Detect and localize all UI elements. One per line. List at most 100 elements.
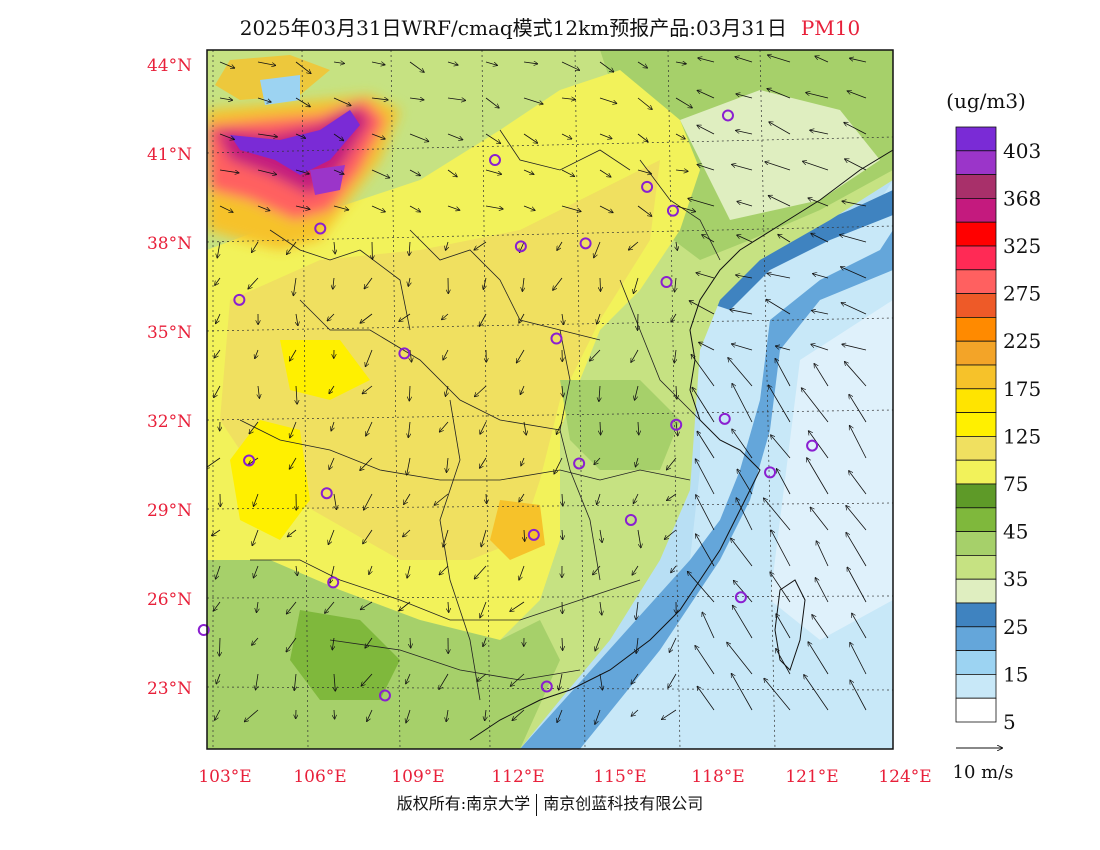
colorbar-swatch <box>955 340 997 366</box>
wind-arrow <box>406 673 411 684</box>
wind-arrow <box>363 385 373 394</box>
colorbar-swatch <box>955 126 997 152</box>
wind-arrow <box>214 349 221 358</box>
wind-arrow <box>691 355 715 387</box>
wind-arrow <box>333 277 334 289</box>
wind-arrow <box>594 241 601 258</box>
lat-label: 29°N <box>147 501 192 521</box>
lon-label: 115°E <box>593 767 646 787</box>
wind-arrow <box>736 94 753 99</box>
colorbar-label: 125 <box>1003 424 1041 448</box>
wind-arrow <box>252 637 259 645</box>
wind-arrow <box>485 97 499 108</box>
wind-arrow <box>409 61 424 72</box>
wind-arrow <box>245 709 259 722</box>
wind-arrow <box>732 165 753 171</box>
wind-arrow <box>252 241 259 252</box>
wind-arrow <box>775 359 791 387</box>
wind-arrow <box>815 578 829 603</box>
wind-arrow <box>637 97 652 109</box>
wind-arrow <box>599 133 612 139</box>
wind-arrow <box>736 275 753 279</box>
copyright-footer: 版权所有:南京大学 南京创蓝科技有限公司 <box>0 790 1100 816</box>
city-marker <box>550 332 563 345</box>
city-marker <box>806 439 819 452</box>
wind-arrow <box>409 169 420 176</box>
wind-arrow <box>849 395 867 423</box>
wind-arrow <box>634 277 639 293</box>
wind-arrow <box>252 529 259 545</box>
wind-arrow <box>561 98 575 100</box>
colorbar-swatch <box>955 221 997 247</box>
wind-arrow <box>520 385 525 394</box>
city-marker <box>527 528 540 541</box>
wind-arrow <box>215 709 221 720</box>
wind-arrow <box>296 565 297 575</box>
wind-arrow <box>257 61 275 65</box>
colorbar-swatch <box>955 245 997 271</box>
lon-label: 121°E <box>785 767 838 787</box>
colorbar-swatch <box>955 197 997 223</box>
wind-arrow <box>332 637 334 650</box>
wind-arrow <box>360 313 373 323</box>
wind-arrow <box>290 349 297 361</box>
city-marker <box>540 680 553 693</box>
colorbar-swatch <box>955 412 997 437</box>
wind-arrow <box>595 637 601 651</box>
wind-arrow <box>600 529 602 542</box>
wind-arrow <box>702 235 715 243</box>
wind-arrow <box>256 673 258 690</box>
colorbar-label: 5 <box>1003 710 1016 734</box>
wind-arrow <box>808 642 829 675</box>
colorbar-swatch <box>955 602 997 628</box>
city-marker <box>734 591 747 604</box>
wind-arrow <box>257 133 277 137</box>
wind-arrow <box>329 385 335 393</box>
wind-arrow <box>675 97 692 108</box>
wind-arrow <box>561 205 581 211</box>
wind-arrow <box>446 385 449 396</box>
wind-arrow <box>366 421 373 436</box>
wind-arrow <box>296 385 297 404</box>
wind-arrow <box>599 385 600 401</box>
colorbar-swatch <box>955 578 997 604</box>
wind-arrow <box>696 459 715 495</box>
wind-arrow <box>599 205 613 213</box>
wind-arrow <box>257 97 271 102</box>
wind-arrow <box>255 349 258 358</box>
wind-arrow <box>699 342 715 351</box>
wind-arrow <box>447 133 463 140</box>
title-main: 2025年03月31日WRF/cmaq模式12km预报产品:03月31日 <box>239 16 787 40</box>
wind-arrow <box>219 98 232 100</box>
wind-arrow <box>258 385 259 398</box>
wind-arrow <box>371 169 389 178</box>
wind-arrow <box>257 169 276 175</box>
wind-arrow <box>364 493 373 510</box>
wind-arrow <box>590 349 601 361</box>
wind-arrow <box>638 313 639 330</box>
wind-arrow <box>667 493 677 500</box>
wind-arrow <box>671 313 677 322</box>
wind-arrow <box>597 313 601 324</box>
city-marker <box>579 237 592 250</box>
wind-arrow <box>371 133 385 139</box>
wind-arrow <box>841 267 867 279</box>
wind-vectors <box>207 55 867 724</box>
wind-arrow <box>562 637 563 650</box>
wind-arrow <box>562 313 564 324</box>
wind-arrow <box>768 55 791 63</box>
wind-arrow <box>442 313 449 320</box>
wind-arrow <box>408 421 410 437</box>
city-marker <box>378 689 391 702</box>
wind-arrow <box>360 457 373 470</box>
wind-arrow <box>697 165 715 171</box>
footer-separator <box>536 793 538 816</box>
graticule <box>206 49 894 750</box>
wind-arrow <box>767 89 791 99</box>
wind-arrow <box>519 493 525 502</box>
wind-arrow <box>333 97 351 106</box>
wind-arrow <box>776 614 791 639</box>
wind-arrow <box>845 362 867 387</box>
wind-arrow <box>631 349 639 362</box>
